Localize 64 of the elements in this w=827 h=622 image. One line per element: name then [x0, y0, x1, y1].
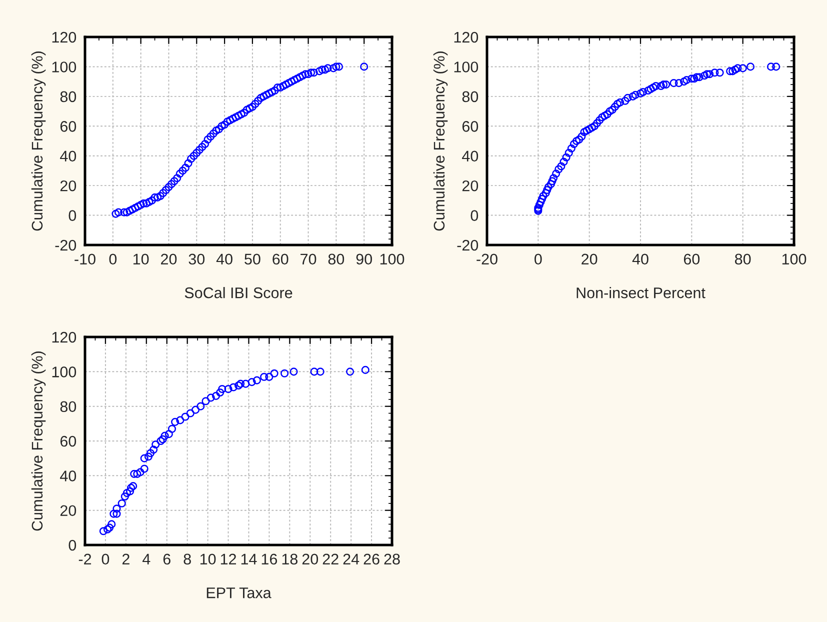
y-tick-label: 100: [52, 366, 76, 378]
x-tick-label: 60: [684, 254, 700, 265]
x-tick-label: -2: [78, 554, 92, 564]
x-tick-label: 8: [184, 554, 191, 565]
x-tick-label: 60: [272, 254, 288, 265]
x-tick-label: 0: [534, 254, 542, 265]
y-tick-label: -20: [457, 240, 478, 251]
x-tick-label: 50: [244, 254, 260, 265]
y-tick-label: 0: [68, 210, 76, 221]
y-tick-label: 0: [470, 210, 478, 221]
x-tick-label: 0: [102, 554, 110, 565]
x-tick-label: 10: [133, 254, 149, 265]
y-tick-label: 0: [68, 540, 76, 551]
y-tick-label: 100: [52, 62, 76, 72]
y-axis-title: Cumulative Frequency (%): [433, 52, 448, 231]
x-tick-label: 14: [241, 554, 257, 564]
x-tick-label: 40: [216, 254, 232, 265]
x-axis-title: Non-insect Percent: [576, 287, 706, 298]
y-tick-label: 20: [462, 180, 478, 192]
y-tick-label: 20: [60, 180, 76, 192]
y-tick-label: 40: [60, 470, 76, 482]
y-tick-label: 40: [462, 150, 478, 162]
x-tick-label: 40: [632, 254, 648, 265]
x-tick-label: 20: [302, 554, 318, 565]
x-tick-label: 0: [109, 254, 117, 265]
x-tick-label: 26: [364, 554, 380, 565]
x-tick-label: 24: [343, 554, 360, 564]
x-tick-label: 16: [262, 554, 278, 565]
x-tick-label: 70: [300, 254, 316, 265]
x-tick-label: 18: [282, 554, 298, 565]
y-tick-label: 60: [462, 121, 478, 132]
x-tick-label: -10: [74, 254, 96, 265]
x-tick-label: 80: [328, 254, 344, 265]
x-axis-title: EPT Taxa: [206, 588, 272, 598]
x-tick-label: 80: [735, 254, 751, 265]
y-tick-label: 20: [60, 505, 76, 516]
y-tick-label: 100: [454, 62, 478, 72]
y-tick-label: 40: [60, 150, 76, 162]
y-tick-label: 60: [60, 121, 76, 132]
x-axis-title: SoCal IBI Score: [184, 287, 292, 298]
x-tick-label: 30: [188, 254, 205, 265]
y-tick-label: 80: [60, 401, 76, 412]
x-tick-label: 22: [322, 554, 338, 564]
x-tick-label: 100: [782, 254, 806, 265]
y-tick-label: -20: [55, 240, 76, 251]
x-tick-label: 10: [200, 554, 216, 565]
x-tick-label: 20: [161, 254, 177, 265]
y-axis-title: Cumulative Frequency (%): [31, 52, 46, 231]
y-tick-label: 120: [454, 32, 478, 43]
x-tick-label: 6: [163, 554, 170, 565]
x-tick-label: 12: [220, 554, 236, 564]
x-tick-label: 4: [142, 554, 150, 564]
y-tick-label: 60: [60, 436, 76, 447]
x-tick-label: 90: [356, 254, 372, 265]
x-tick-label: 2: [122, 554, 130, 564]
x-tick-label: 28: [384, 554, 400, 565]
y-tick-label: 80: [60, 91, 76, 102]
x-tick-label: 20: [582, 254, 598, 265]
y-tick-label: 80: [462, 91, 478, 102]
x-tick-label: -20: [476, 254, 498, 265]
y-tick-label: 120: [52, 332, 76, 343]
y-axis-title: Cumulative Frequency (%): [31, 352, 46, 531]
y-tick-label: 120: [52, 32, 76, 43]
x-tick-label: 100: [380, 254, 404, 265]
